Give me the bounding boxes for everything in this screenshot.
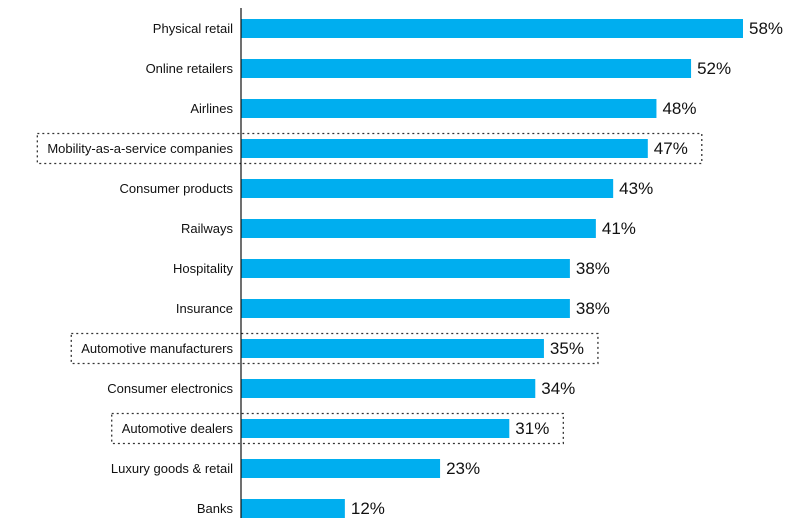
bar bbox=[241, 59, 692, 78]
value-label: 35% bbox=[550, 339, 584, 358]
value-label: 47% bbox=[654, 139, 688, 158]
category-label: Mobility-as-a-service companies bbox=[47, 141, 233, 156]
value-label: 38% bbox=[576, 299, 610, 318]
bar bbox=[241, 339, 544, 358]
bar bbox=[241, 139, 648, 158]
bar bbox=[241, 299, 570, 318]
bar bbox=[241, 219, 596, 238]
value-label: 52% bbox=[697, 59, 731, 78]
value-label: 38% bbox=[576, 259, 610, 278]
bar bbox=[241, 499, 345, 518]
bar bbox=[241, 19, 743, 38]
bar bbox=[241, 379, 536, 398]
bar bbox=[241, 99, 657, 118]
category-label: Airlines bbox=[190, 101, 233, 116]
bar bbox=[241, 419, 510, 438]
category-label: Online retailers bbox=[146, 61, 234, 76]
bar bbox=[241, 459, 441, 478]
value-label: 41% bbox=[602, 219, 636, 238]
category-label: Insurance bbox=[176, 301, 233, 316]
value-label: 48% bbox=[662, 99, 696, 118]
highlight-box bbox=[36, 132, 703, 165]
highlight-box bbox=[111, 412, 564, 445]
category-label: Consumer products bbox=[120, 181, 234, 196]
value-label: 58% bbox=[749, 19, 783, 38]
category-label: Railways bbox=[181, 221, 234, 236]
category-label: Automotive dealers bbox=[122, 421, 234, 436]
category-label: Automotive manufacturers bbox=[81, 341, 233, 356]
category-label: Hospitality bbox=[173, 261, 233, 276]
category-label: Luxury goods & retail bbox=[111, 461, 233, 476]
category-label: Physical retail bbox=[153, 21, 233, 36]
category-label: Banks bbox=[197, 501, 234, 516]
value-label: 43% bbox=[619, 179, 653, 198]
category-label: Consumer electronics bbox=[107, 381, 233, 396]
value-label: 12% bbox=[351, 499, 385, 518]
highlight-box bbox=[70, 332, 599, 365]
value-label: 31% bbox=[515, 419, 549, 438]
value-label: 34% bbox=[541, 379, 575, 398]
bar bbox=[241, 259, 570, 278]
value-label: 23% bbox=[446, 459, 480, 478]
bar bbox=[241, 179, 614, 198]
